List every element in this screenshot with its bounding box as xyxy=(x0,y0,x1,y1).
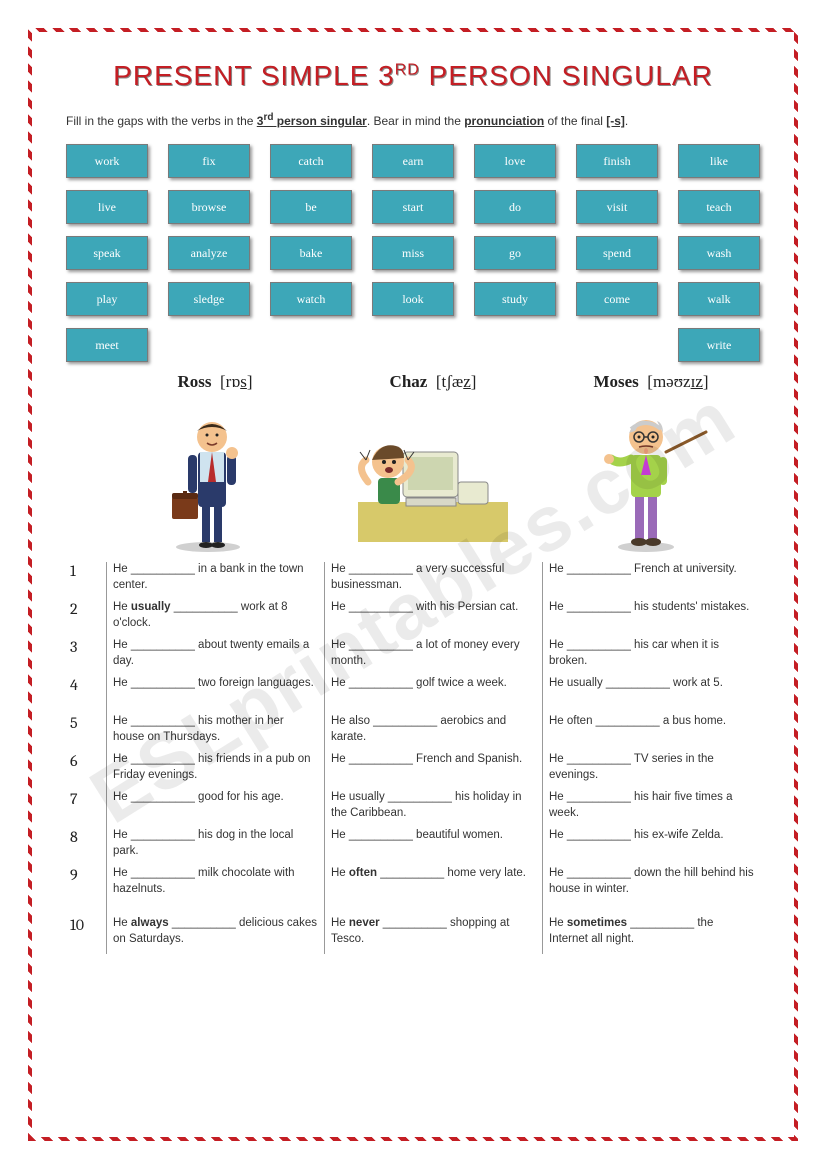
character-name: Ross [rɒs] xyxy=(106,372,324,392)
verb-box: earn xyxy=(372,144,454,178)
verb-box: do xyxy=(474,190,556,224)
column-chaz: He __________ a very successful business… xyxy=(324,562,542,954)
verb-box: watch xyxy=(270,282,352,316)
character-names-row: Ross [rɒs]Chaz [tʃæz]Moses [məʊzɪz] xyxy=(106,372,760,392)
sentence: He __________ his students' mistakes. xyxy=(549,600,754,638)
verb-box: sledge xyxy=(168,282,250,316)
row-number: 1 xyxy=(66,562,106,600)
character-name: Chaz [tʃæz] xyxy=(324,372,542,392)
verb-box: teach xyxy=(678,190,760,224)
column-ross: He __________ in a bank in the town cent… xyxy=(106,562,324,954)
sentence: He __________ in a bank in the town cent… xyxy=(113,562,318,600)
sentence: He never __________ shopping at Tesco. xyxy=(331,916,536,954)
verb-box: work xyxy=(66,144,148,178)
row-number: 5 xyxy=(66,714,106,752)
verb-box: spend xyxy=(576,236,658,270)
sentence: He usually __________ work at 8 o'clock. xyxy=(113,600,318,638)
sentence: He __________ down the hill behind his h… xyxy=(549,866,754,916)
illustrations-row xyxy=(106,392,760,552)
row-number: 9 xyxy=(66,866,106,916)
sentence: He usually __________ work at 5. xyxy=(549,676,754,714)
sentence: He __________ about twenty emails a day. xyxy=(113,638,318,676)
sentence: He __________ his car when it is broken. xyxy=(549,638,754,676)
row-number: 2 xyxy=(66,600,106,638)
instruction-text: Fill in the gaps with the verbs in the 3… xyxy=(66,110,760,130)
verb-box: like xyxy=(678,144,760,178)
verb-box: miss xyxy=(372,236,454,270)
sentence: He __________ French at university. xyxy=(549,562,754,600)
character-name: Moses [məʊzɪz] xyxy=(542,372,760,392)
row-numbers: 12345678910 xyxy=(66,562,106,954)
verb-box: wash xyxy=(678,236,760,270)
title-sup: RD xyxy=(395,62,420,79)
illustration-ross xyxy=(106,392,324,552)
verb-box: look xyxy=(372,282,454,316)
sentence: He __________ two foreign languages. xyxy=(113,676,318,714)
illustration-moses xyxy=(542,392,760,552)
verb-box: visit xyxy=(576,190,658,224)
sentence: He also __________ aerobics and karate. xyxy=(331,714,536,752)
verb-box: start xyxy=(372,190,454,224)
sentence: He __________ his dog in the local park. xyxy=(113,828,318,866)
row-number: 8 xyxy=(66,828,106,866)
verb-box: meet xyxy=(66,328,148,362)
sentence: He __________ a lot of money every month… xyxy=(331,638,536,676)
illustration-chaz xyxy=(324,392,542,552)
worksheet-frame: PRESENT SIMPLE 3RD PERSON SINGULAR Fill … xyxy=(28,28,798,1141)
row-number: 3 xyxy=(66,638,106,676)
verb-box: be xyxy=(270,190,352,224)
verb-box: bake xyxy=(270,236,352,270)
sentence: He always __________ delicious cakes on … xyxy=(113,916,318,954)
verb-box: study xyxy=(474,282,556,316)
column-moses: He __________ French at university.He __… xyxy=(542,562,760,954)
verb-box: come xyxy=(576,282,658,316)
page: PRESENT SIMPLE 3RD PERSON SINGULAR Fill … xyxy=(0,0,826,1169)
verb-box: walk xyxy=(678,282,760,316)
sentence: He __________ his ex-wife Zelda. xyxy=(549,828,754,866)
row-number: 10 xyxy=(66,916,106,954)
row-number: 6 xyxy=(66,752,106,790)
sentence: He often __________ a bus home. xyxy=(549,714,754,752)
verb-box: catch xyxy=(270,144,352,178)
page-title: PRESENT SIMPLE 3RD PERSON SINGULAR xyxy=(66,60,760,92)
verb-box: go xyxy=(474,236,556,270)
sentence: He often __________ home very late. xyxy=(331,866,536,916)
sentence: He __________ French and Spanish. xyxy=(331,752,536,790)
sentence: He __________ with his Persian cat. xyxy=(331,600,536,638)
sentence: He __________ good for his age. xyxy=(113,790,318,828)
verb-box: finish xyxy=(576,144,658,178)
sentence: He __________ his mother in her house on… xyxy=(113,714,318,752)
row-number: 4 xyxy=(66,676,106,714)
verb-box: speak xyxy=(66,236,148,270)
title-part-2: PERSON SINGULAR xyxy=(420,60,713,91)
title-part-1: PRESENT SIMPLE 3 xyxy=(113,60,395,91)
verb-box: analyze xyxy=(168,236,250,270)
verb-box: write xyxy=(678,328,760,362)
verb-box: live xyxy=(66,190,148,224)
sentence: He __________ his hair five times a week… xyxy=(549,790,754,828)
sentence: He __________ beautiful women. xyxy=(331,828,536,866)
row-number: 7 xyxy=(66,790,106,828)
verb-box: browse xyxy=(168,190,250,224)
sentence: He __________ golf twice a week. xyxy=(331,676,536,714)
sentence: He __________ his friends in a pub on Fr… xyxy=(113,752,318,790)
verb-box: play xyxy=(66,282,148,316)
sentence: He sometimes __________ the Internet all… xyxy=(549,916,754,954)
verb-box: love xyxy=(474,144,556,178)
sentence: He usually __________ his holiday in the… xyxy=(331,790,536,828)
sentences-grid: 12345678910 He __________ in a bank in t… xyxy=(66,562,760,954)
sentence: He __________ milk chocolate with hazeln… xyxy=(113,866,318,916)
verb-bank: workfix catch earn love finish like live browse… xyxy=(66,144,760,362)
verb-box: fix xyxy=(168,144,250,178)
sentence: He __________ TV series in the evenings. xyxy=(549,752,754,790)
sentence: He __________ a very successful business… xyxy=(331,562,536,600)
